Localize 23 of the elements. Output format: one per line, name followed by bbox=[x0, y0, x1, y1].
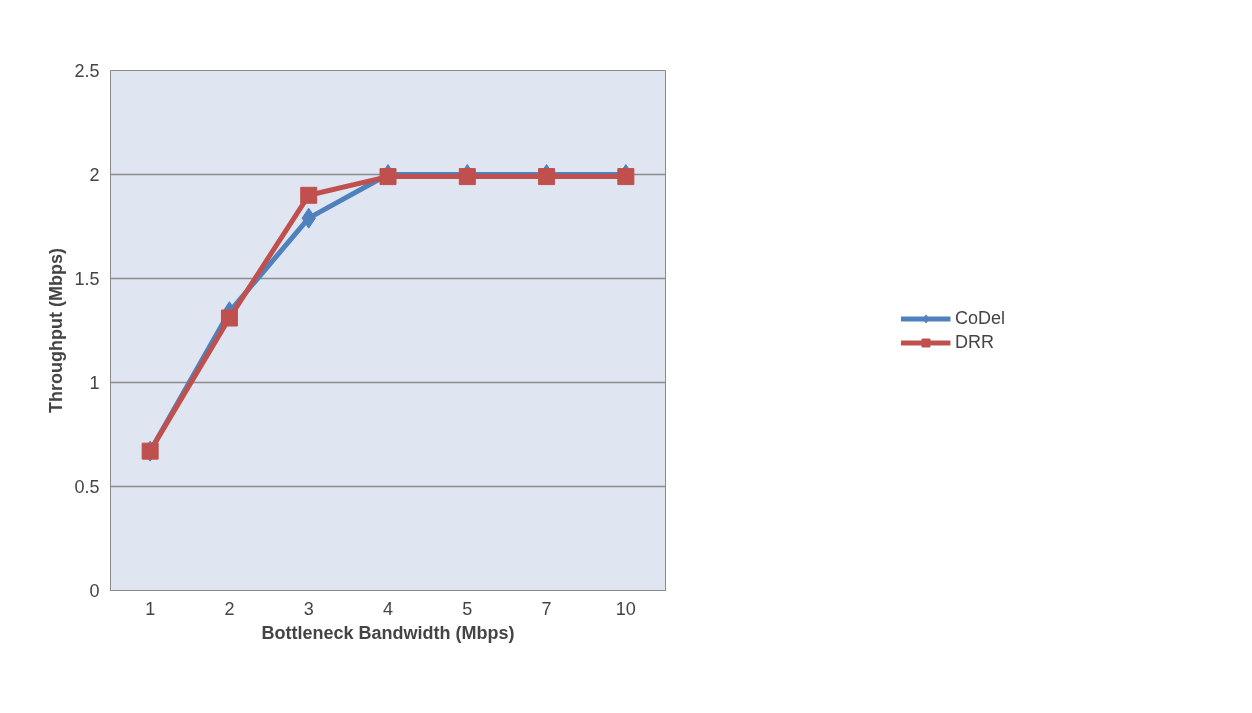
point bbox=[220, 309, 238, 327]
legend-label: CoDel bbox=[954, 307, 1006, 329]
point bbox=[617, 168, 635, 186]
point bbox=[538, 168, 556, 186]
y-tick-label: 0.5 bbox=[74, 477, 100, 497]
x-tick-label: 5 bbox=[462, 598, 473, 619]
legend-label: DRR bbox=[954, 331, 994, 353]
y-tick-label: 0 bbox=[89, 581, 100, 601]
y-tick-label: 1 bbox=[89, 373, 100, 393]
x-tick-label: 7 bbox=[541, 598, 552, 619]
x-tick-label: 4 bbox=[382, 598, 394, 619]
y-tick-label: 1.5 bbox=[74, 269, 100, 289]
point bbox=[300, 186, 318, 204]
x-tick-label: 3 bbox=[303, 598, 314, 619]
y-tick-label: 2.5 bbox=[74, 61, 100, 81]
point bbox=[379, 168, 397, 186]
x-tick-label: 2 bbox=[224, 598, 235, 619]
point bbox=[458, 168, 476, 186]
x-tick-label: 1 bbox=[145, 598, 156, 619]
x-tick-label: 10 bbox=[615, 598, 636, 619]
y-tick-label: 2 bbox=[89, 165, 100, 185]
y-axis-title: Throughput (Mbps) bbox=[46, 248, 67, 413]
x-axis-title: Bottleneck Bandwidth (Mbps) bbox=[261, 622, 515, 643]
